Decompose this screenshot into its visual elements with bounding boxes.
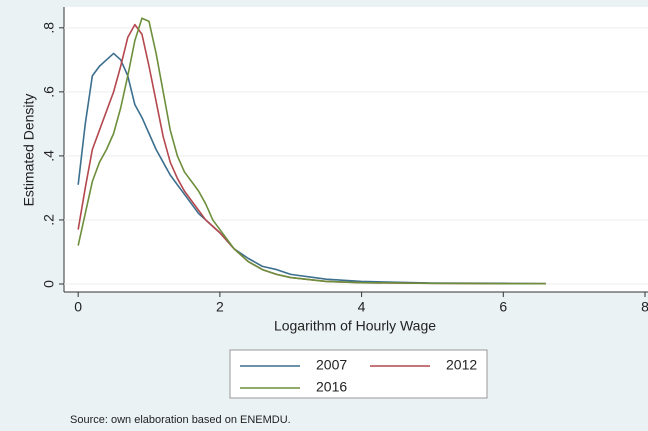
x-tick-label: 8 [641, 299, 648, 315]
x-tick-label: 2 [216, 299, 224, 315]
x-tick-label: 0 [74, 299, 82, 315]
x-tick-label: 6 [499, 299, 507, 315]
legend-box [229, 349, 488, 399]
y-tick-label: .6 [41, 86, 57, 98]
y-axis-label: Estimated Density [21, 94, 37, 207]
source-note: Source: own elaboration based on ENEMDU. [70, 414, 291, 426]
legend-label: 2016 [316, 379, 347, 395]
series-line [77, 52, 546, 285]
y-tick-label: 0 [41, 280, 57, 288]
y-tick-label: .4 [41, 150, 57, 162]
plot-area [64, 7, 648, 292]
y-tick-label: .2 [41, 214, 57, 226]
x-axis-label: Logarithm of Hourly Wage [274, 318, 436, 334]
series-line [77, 17, 546, 285]
x-tick-label: 4 [358, 299, 366, 315]
legend-label: 2007 [316, 357, 347, 373]
y-tick-label: .8 [41, 22, 57, 34]
legend-label: 2012 [446, 357, 477, 373]
